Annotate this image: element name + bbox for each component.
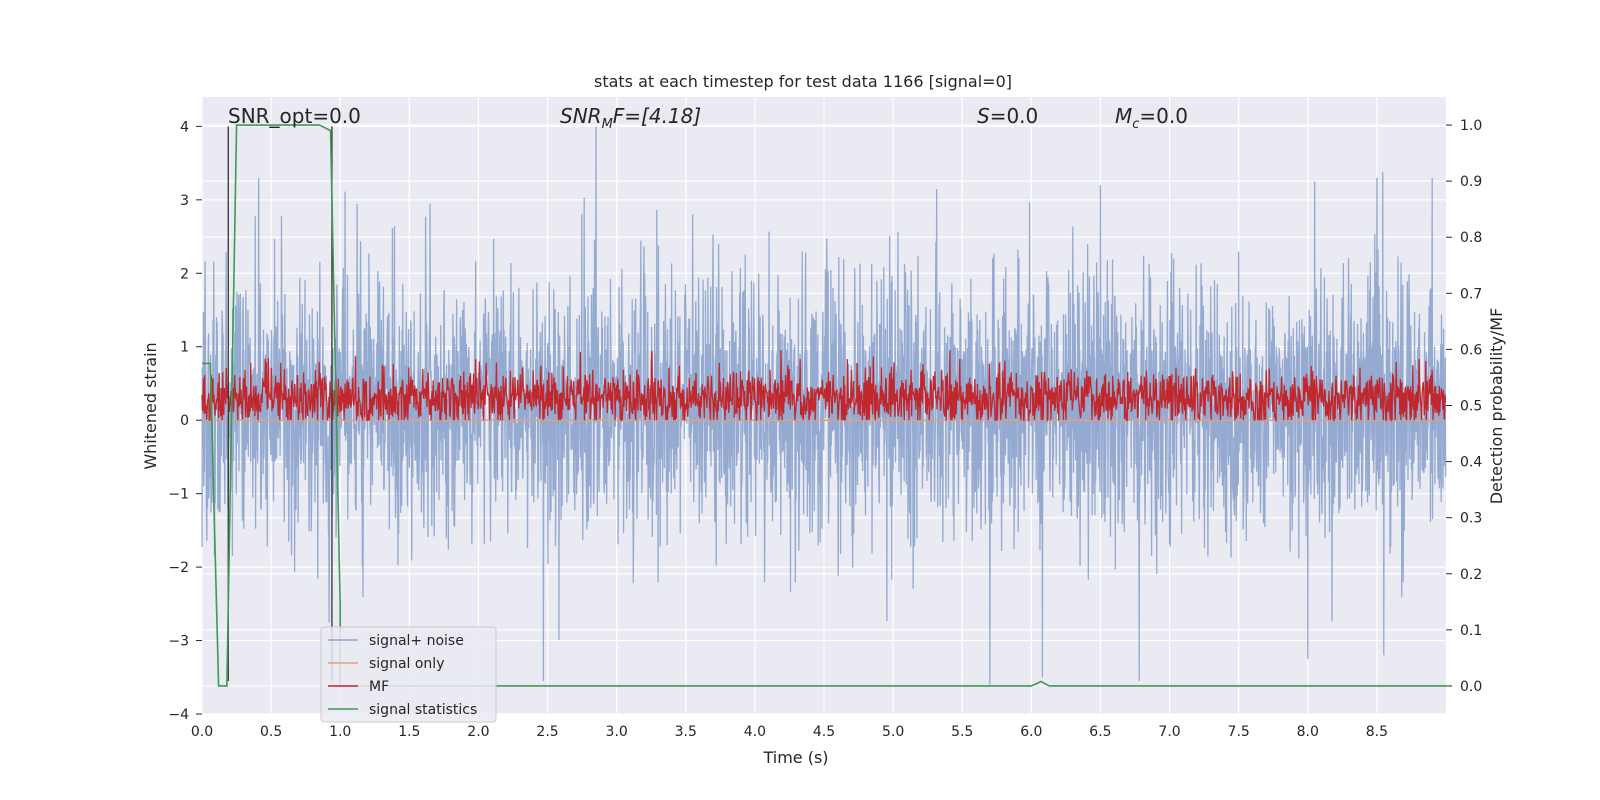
legend-box (320, 626, 497, 723)
y-tick-label: 1 (180, 340, 189, 356)
x-tick-label: 3.0 (606, 724, 628, 740)
y-right-tick-label: 1.0 (1460, 118, 1482, 134)
x-tick-label: 6.0 (1020, 724, 1042, 740)
annotation-s-main: S (977, 104, 990, 128)
legend: signal+ noise signal only MF signal stat… (320, 626, 497, 723)
y-tick-label: 3 (180, 193, 189, 209)
annotation-snr-mf-tail: F=[4.18] (613, 104, 701, 128)
chart-title: stats at each timestep for test data 116… (594, 72, 1012, 91)
y-right-tick-label: 0.0 (1460, 679, 1482, 695)
x-tick-label: 0.0 (191, 724, 213, 740)
x-tick-label: 8.0 (1297, 724, 1319, 740)
x-tick-label: 5.0 (882, 724, 904, 740)
legend-label-signal-noise: signal+ noise (369, 633, 464, 649)
series-line-signal-statistics (202, 124, 1446, 687)
y-tick-label: 4 (180, 119, 189, 135)
y-tick-label: −3 (168, 634, 189, 650)
y-right-tick-label: 0.2 (1460, 567, 1482, 583)
y-axis-label: Whitened strain (141, 342, 160, 469)
y-axis-right-label: Detection probability/MF (1487, 308, 1506, 505)
x-tick-label: 1.5 (398, 724, 420, 740)
y-right-tick-label: 0.3 (1460, 511, 1482, 527)
x-tick-label: 1.0 (329, 724, 351, 740)
y-right-tick-label: 0.1 (1460, 623, 1482, 639)
legend-label-signal-only: signal only (369, 656, 444, 672)
annotation-mc-tail: =0.0 (1139, 104, 1188, 128)
x-tick-label: 5.5 (951, 724, 973, 740)
annotation-s-tail: =0.0 (990, 104, 1039, 128)
legend-label-signal-statistics: signal statistics (369, 702, 477, 718)
y-tick-label: −4 (168, 707, 189, 723)
x-tick-label: 7.5 (1228, 724, 1250, 740)
series-line-signal-noise (201, 126, 1447, 685)
y-tick-label: 2 (180, 266, 189, 282)
annotation-snr-opt: SNR_opt=0.0 (228, 104, 361, 128)
y-right-tick-label: 0.8 (1460, 230, 1482, 246)
y-right-tick-label: 0.7 (1460, 286, 1482, 302)
legend-label-mf: MF (369, 679, 389, 695)
x-tick-label: 4.5 (813, 724, 835, 740)
y-tick-label: 0 (180, 413, 189, 429)
y-right-tick-label: 0.9 (1460, 174, 1482, 190)
series-line-mf (201, 350, 1447, 423)
annotation-snr-mf-main: SNR (560, 104, 602, 128)
y-tick-label: −1 (168, 487, 189, 503)
plot-area: 0.0 0.5 1.0 1.5 2.0 2.5 3.0 3.5 4.0 4.5 5.0 5.5 6.0 6… (168, 97, 1482, 740)
annotation-s: S=0.0 (977, 104, 1038, 128)
x-tick-label: 2.0 (467, 724, 489, 740)
x-tick-label: 3.5 (675, 724, 697, 740)
x-tick-label: 0.5 (260, 724, 282, 740)
y-tick-label: −2 (168, 560, 189, 576)
x-tick-label: 7.0 (1158, 724, 1180, 740)
annotation-mc-main: M (1115, 104, 1132, 128)
x-tick-label: 2.5 (536, 724, 558, 740)
annotation-mc-sub: c (1132, 117, 1139, 132)
annotations: SNR_opt=0.0 SNRMF=[4.18] S=0.0 Mc=0.0 (228, 104, 1188, 132)
annotation-mc: Mc=0.0 (1115, 104, 1188, 132)
y-right-tick-label: 0.6 (1460, 342, 1482, 358)
annotation-snr-mf-sub: M (602, 117, 613, 132)
y-right-tick-label: 0.4 (1460, 455, 1482, 471)
x-tick-label: 8.5 (1366, 724, 1388, 740)
y-right-tick-label: 0.5 (1460, 399, 1482, 415)
annotation-snr-mf: SNRMF=[4.18] (560, 104, 701, 132)
x-tick-label: 6.5 (1089, 724, 1111, 740)
x-tick-label: 4.0 (744, 724, 766, 740)
x-axis-label: Time (s) (762, 748, 828, 767)
